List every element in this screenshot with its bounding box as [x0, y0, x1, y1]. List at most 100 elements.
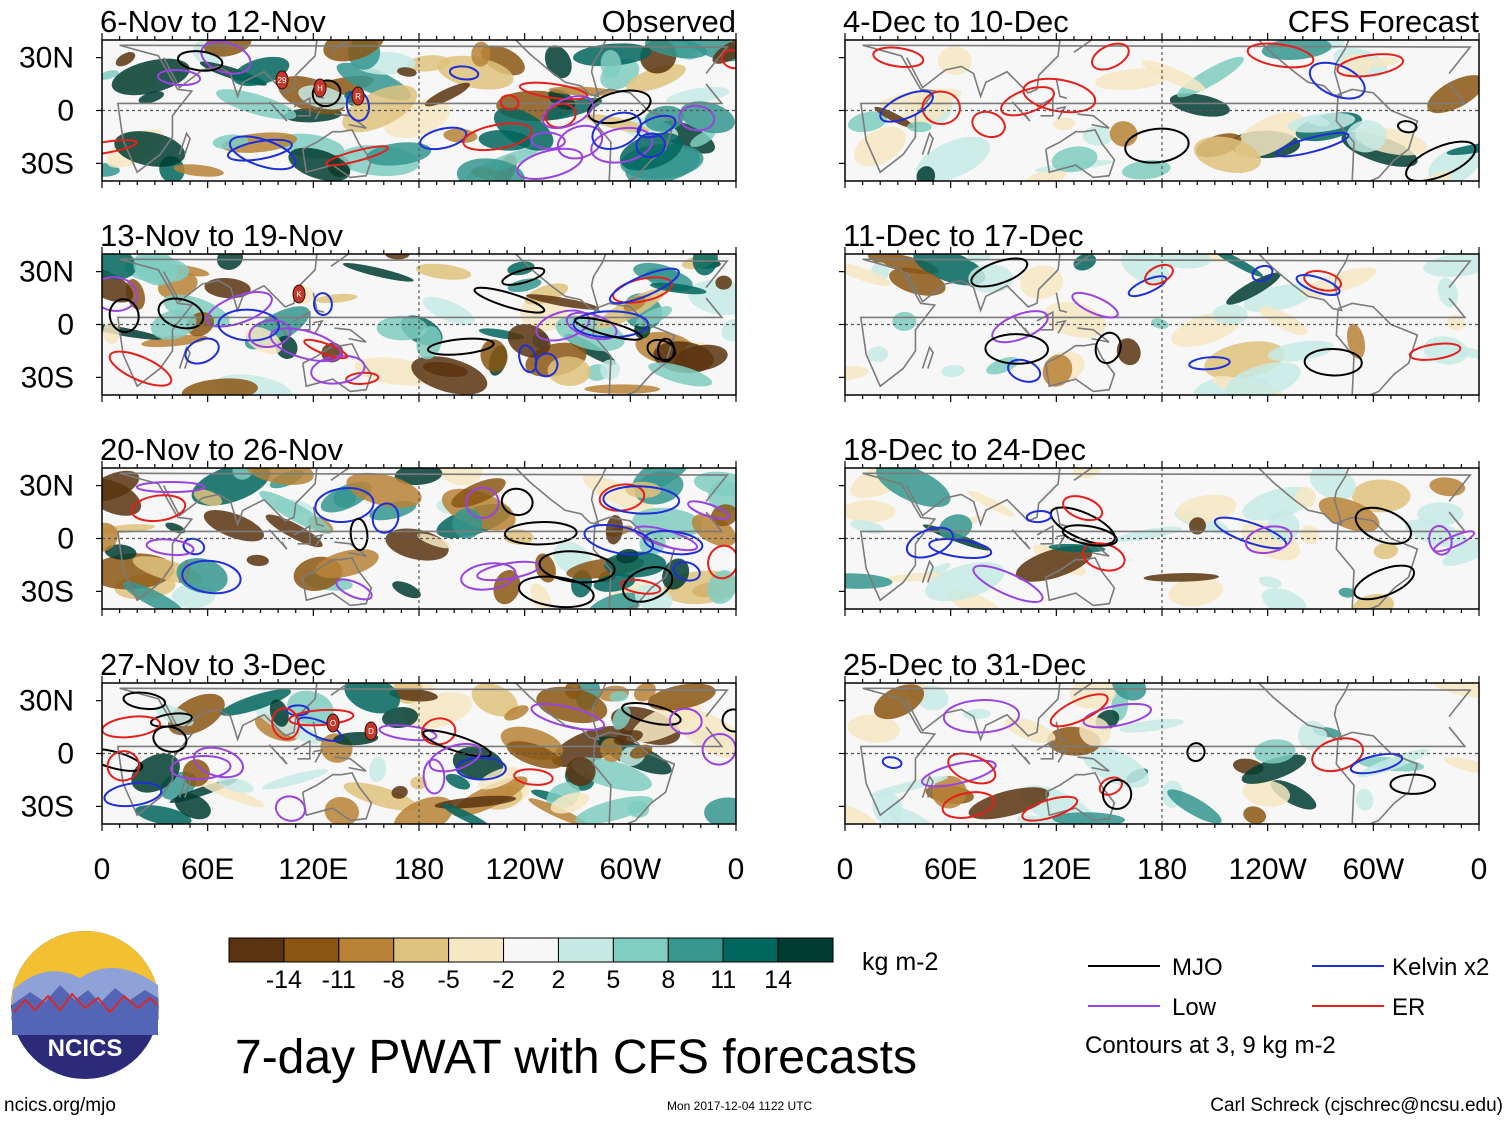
coastline [1077, 756, 1110, 772]
anomaly-blob [1253, 739, 1296, 764]
wave-contour [602, 485, 681, 515]
panel-1: 6-Nov to 12-Nov Observed 29 H R 30N 0 30S [19, 4, 737, 188]
anomaly-blob [451, 478, 506, 508]
coastline [268, 315, 288, 336]
anomaly-blob [1446, 142, 1479, 156]
wave-contour [565, 311, 618, 341]
anomaly-blob [1048, 543, 1106, 553]
coastline [1258, 683, 1350, 741]
anomaly-blob [1212, 303, 1248, 325]
coastline [268, 529, 288, 550]
wave-contour [1244, 525, 1293, 555]
coastline [859, 687, 1472, 817]
wave-contour [598, 483, 646, 512]
colorbar-swatch [777, 937, 834, 963]
wave-contour [1124, 127, 1190, 164]
anomaly-blob [204, 277, 251, 299]
anomaly-blob [1437, 277, 1459, 308]
coastline [897, 683, 1061, 742]
lon-label: 0 [94, 853, 111, 886]
coastline [1258, 468, 1350, 526]
anomaly-blob [1141, 60, 1205, 92]
anomaly-blob [1169, 93, 1230, 117]
anomaly-blob [1168, 577, 1223, 607]
colorbar-label: -8 [383, 966, 405, 994]
wave-contour [206, 291, 273, 328]
wave-contour [947, 752, 997, 785]
wave-contour [157, 297, 205, 330]
legend-label-kelvin: Kelvin x2 [1392, 954, 1489, 981]
coastline [1055, 292, 1068, 313]
anomaly-blob [1234, 112, 1304, 158]
lat-label: 30N [19, 685, 74, 718]
coastline [301, 772, 373, 822]
coastline [1077, 113, 1110, 129]
wave-contour [286, 704, 310, 717]
lon-label: 180 [1137, 853, 1187, 886]
anomaly-blob [1004, 717, 1056, 744]
anomaly-blob [1042, 354, 1073, 387]
wave-contour [1275, 131, 1350, 158]
wave-contour [419, 126, 468, 151]
anomaly-blob [880, 572, 949, 583]
panel-3: 20-Nov to 26-Nov 30N 0 30S [19, 432, 737, 616]
coastline [312, 721, 325, 742]
anomaly-blob [287, 690, 334, 726]
wave-contour [228, 135, 297, 171]
coastline [1011, 529, 1031, 550]
anomaly-blob [1338, 587, 1356, 598]
panels-group: 6-Nov to 12-Nov Observed29HR30N030S13-Nov… [19, 4, 1480, 831]
coastline [515, 683, 607, 741]
anomaly-field: OD [102, 683, 736, 824]
wave-contour [1433, 530, 1476, 553]
wave-contour [657, 337, 676, 363]
anomaly-blob [480, 339, 508, 373]
anomaly-blob [391, 785, 408, 799]
coastline [154, 468, 318, 527]
anomaly-blob [507, 278, 542, 293]
anomaly-blob [204, 40, 252, 57]
coastline [1073, 683, 1093, 696]
lat-label: 0 [57, 738, 74, 771]
anomaly-blob [506, 741, 563, 769]
wave-contour [156, 69, 202, 87]
lon-label: 0 [837, 853, 854, 886]
panel-7: 18-Dec to 24-Dec [839, 432, 1480, 616]
anomaly-blob [346, 472, 422, 508]
colorbar-swatch [448, 937, 505, 963]
coastlines [859, 40, 1472, 181]
tc-marker: D [364, 721, 378, 741]
wave-contour [513, 768, 554, 786]
wave-contour [1021, 795, 1079, 822]
coastline [921, 774, 934, 798]
coastline [330, 683, 350, 696]
wave-contour [1336, 53, 1405, 78]
legend-label-low: Low [1172, 994, 1217, 1021]
anomaly-blob [690, 130, 716, 148]
wave-contour [1025, 510, 1053, 524]
wave-contour [678, 104, 716, 132]
anomaly-blob [1015, 545, 1093, 582]
coastline [1044, 129, 1116, 179]
colorbar-swatch [503, 937, 559, 963]
colorbar-label: -11 [322, 966, 356, 994]
anomaly-blob [715, 275, 732, 290]
anomaly-blob [323, 40, 385, 62]
anomaly-blob [1351, 479, 1411, 513]
anomaly-blob [1151, 318, 1169, 329]
wave-contour [583, 523, 655, 556]
anomaly-blob [1423, 254, 1479, 277]
coastline [116, 44, 729, 174]
wave-contour [1101, 778, 1133, 810]
coastline [1335, 88, 1419, 181]
colorbar-swatch [228, 937, 285, 963]
lat-label: 30S [21, 790, 74, 823]
wave-contour [905, 526, 954, 559]
wave-contour [534, 352, 559, 378]
panel-title: 18-Dec to 24-Dec [843, 432, 1086, 467]
coastline [1258, 254, 1350, 312]
coastline [293, 96, 311, 117]
anomaly-blob [1212, 254, 1264, 277]
ncics-logo: NCICS [11, 931, 159, 1079]
logo-text: NCICS [48, 1035, 123, 1062]
